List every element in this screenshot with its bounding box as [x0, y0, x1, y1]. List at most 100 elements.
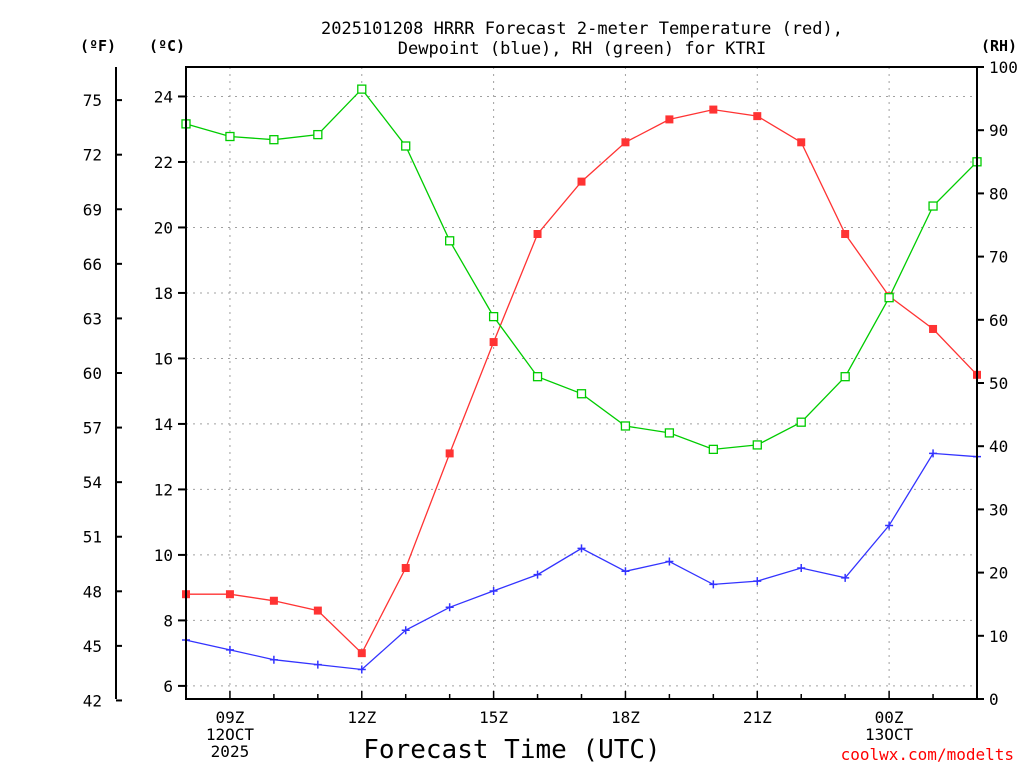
temperature-point — [709, 105, 718, 114]
rh-tick-label: 30 — [989, 500, 1008, 519]
celsius-tick-label: 12 — [154, 480, 173, 499]
dewpoint-point — [797, 564, 806, 573]
fahrenheit-tick-label: 42 — [83, 691, 102, 710]
dewpoint-point — [533, 570, 542, 579]
rh-axis-unit: (RH) — [981, 37, 1017, 55]
fahrenheit-tick-label: 72 — [83, 146, 102, 165]
rh-point — [884, 293, 894, 303]
temperature-point — [621, 138, 630, 147]
temperature-point — [797, 138, 806, 147]
temperature-point — [489, 338, 498, 347]
rh-tick-label: 50 — [989, 374, 1008, 393]
dewpoint-point — [313, 660, 322, 669]
x-tick-label: 00Z — [875, 708, 904, 727]
x-tick-label: 21Z — [743, 708, 772, 727]
rh-point — [269, 135, 279, 145]
x-tick-label: 12OCT — [206, 725, 255, 744]
fahrenheit-tick-label: 54 — [83, 473, 102, 492]
rh-tick-label: 40 — [989, 437, 1008, 456]
fahrenheit-tick-label: 51 — [83, 528, 102, 547]
x-tick-label: 2025 — [211, 742, 250, 761]
rh-point — [928, 201, 938, 211]
celsius-tick-label: 18 — [154, 284, 173, 303]
rh-tick-label: 20 — [989, 564, 1008, 583]
temperature-point — [841, 230, 850, 239]
dewpoint-point — [885, 521, 894, 530]
temperature-point — [929, 324, 938, 333]
dewpoint-point — [357, 665, 366, 674]
rh-point — [357, 84, 367, 94]
celsius-tick-label: 10 — [154, 546, 173, 565]
celsius-tick-label: 6 — [163, 677, 173, 696]
celsius-tick-label: 8 — [163, 611, 173, 630]
celsius-tick-label: 22 — [154, 153, 173, 172]
dewpoint-point — [225, 645, 234, 654]
rh-tick-label: 100 — [989, 58, 1018, 77]
dewpoint-line — [185, 452, 978, 671]
dewpoint-point — [489, 586, 498, 595]
celsius-tick-label: 14 — [154, 415, 173, 434]
fahrenheit-tick-label: 69 — [83, 200, 102, 219]
celsius-tick-label: 20 — [154, 218, 173, 237]
labels: 2025101208 HRRR Forecast 2-meter Tempera… — [80, 19, 1018, 765]
rh-point — [445, 236, 455, 246]
rh-tick-label: 10 — [989, 627, 1008, 646]
rh-point — [576, 389, 587, 399]
celsius-axis-unit: (ºC) — [149, 37, 185, 55]
fahrenheit-tick-label: 63 — [83, 309, 102, 328]
rh-point — [664, 428, 675, 438]
dewpoint-point — [753, 577, 762, 586]
temperature-line — [186, 108, 978, 655]
fahrenheit-axis-unit: (ºF) — [80, 37, 116, 55]
rh-point — [620, 421, 631, 431]
dewpoint-point — [665, 557, 674, 566]
x-tick-label: 09Z — [215, 708, 244, 727]
rh-tick-label: 60 — [989, 311, 1008, 330]
rh-point — [313, 129, 323, 140]
rh-point — [488, 311, 499, 322]
rh-point — [401, 141, 411, 151]
dewpoint-point — [621, 567, 630, 576]
rh-tick-label: 80 — [989, 184, 1008, 203]
source-credit: coolwx.com/modelts — [841, 745, 1014, 764]
rh-point — [840, 372, 850, 382]
x-tick-label: 12Z — [347, 708, 376, 727]
grid-lines — [186, 67, 977, 699]
series-layer — [181, 84, 982, 674]
temperature-point — [313, 606, 322, 615]
celsius-tick-label: 16 — [154, 349, 173, 368]
dewpoint-point — [709, 580, 718, 589]
x-tick-label: 13OCT — [865, 725, 914, 744]
rh-point — [752, 440, 762, 450]
rh-tick-label: 90 — [989, 121, 1008, 140]
chart-title-line-1: 2025101208 HRRR Forecast 2-meter Tempera… — [321, 19, 843, 39]
temperature-point — [665, 115, 674, 124]
fahrenheit-tick-label: 48 — [83, 582, 102, 601]
fahrenheit-tick-label: 57 — [83, 419, 102, 438]
temperature-point — [445, 449, 454, 458]
rh-point — [532, 372, 543, 382]
dewpoint-point — [577, 544, 586, 553]
temperature-point — [401, 564, 410, 573]
rh-point — [225, 131, 235, 142]
fahrenheit-tick-label: 75 — [83, 91, 102, 110]
fahrenheit-tick-label: 66 — [83, 255, 102, 274]
dewpoint-point — [445, 603, 454, 612]
rh-tick-label: 0 — [989, 690, 999, 709]
x-tick-label: 15Z — [479, 708, 508, 727]
x-axis-title: Forecast Time (UTC) — [363, 735, 660, 765]
celsius-tick-label: 24 — [154, 87, 173, 106]
fahrenheit-tick-label: 45 — [83, 637, 102, 656]
x-tick-label: 18Z — [611, 708, 640, 727]
dewpoint-point — [929, 449, 938, 458]
temperature-point — [753, 112, 762, 121]
temperature-point — [225, 590, 234, 599]
temperature-point — [357, 649, 366, 658]
rh-tick-label: 70 — [989, 248, 1008, 267]
axes — [115, 66, 984, 702]
temperature-point — [533, 230, 542, 239]
dewpoint-point — [269, 655, 278, 664]
dewpoint-point — [841, 573, 850, 582]
temperature-point — [577, 177, 586, 186]
